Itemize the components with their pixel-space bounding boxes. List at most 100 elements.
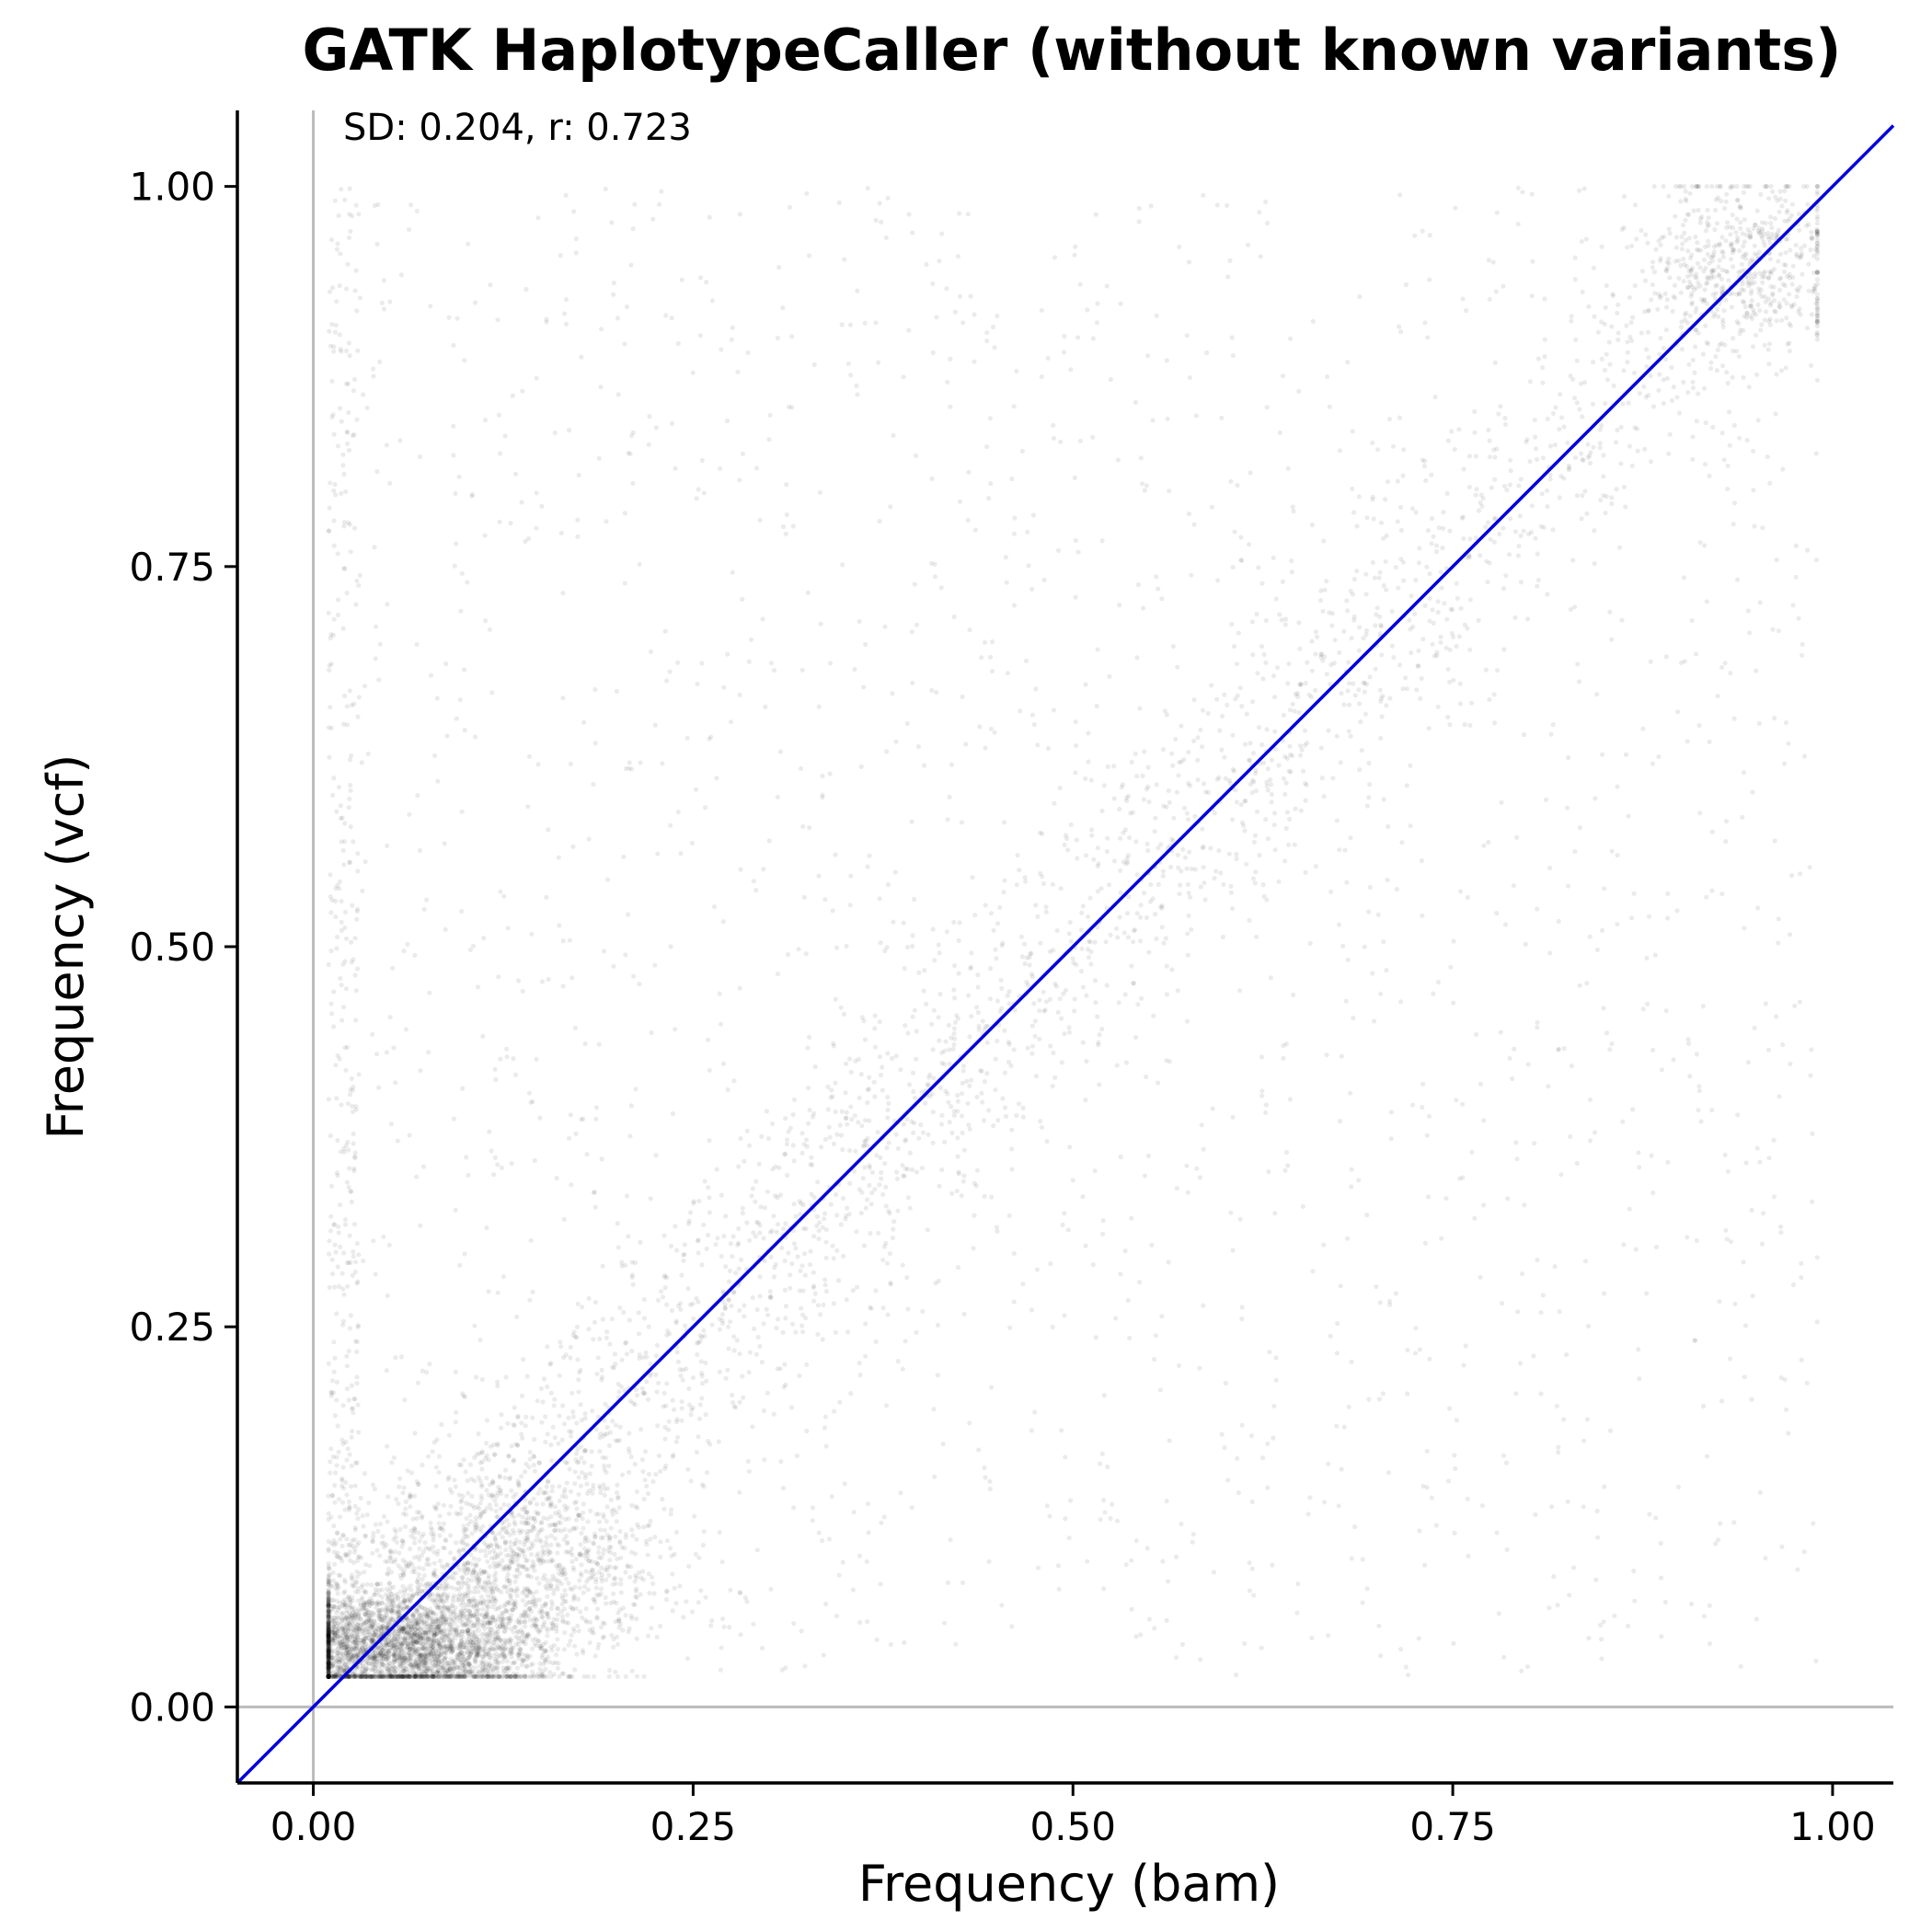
data-point [351, 1673, 358, 1679]
data-point [1666, 256, 1672, 261]
data-point [581, 1590, 586, 1595]
data-point [543, 1583, 548, 1589]
data-point [601, 1512, 606, 1517]
data-point [388, 1591, 394, 1596]
data-point [548, 1606, 554, 1612]
data-point [326, 1600, 331, 1605]
data-point [413, 1647, 419, 1652]
data-point [690, 1609, 696, 1615]
data-point [1177, 891, 1182, 897]
data-point [884, 1145, 890, 1151]
data-point [396, 1501, 401, 1507]
data-point [1604, 377, 1611, 383]
data-point [326, 1625, 331, 1630]
data-point [1391, 655, 1397, 661]
data-point [457, 1628, 463, 1635]
data-point [1793, 242, 1799, 248]
data-point [456, 1652, 462, 1658]
data-point [326, 1673, 331, 1679]
data-point [389, 1617, 396, 1623]
data-point [326, 1635, 331, 1640]
data-point [776, 1317, 781, 1322]
data-point [551, 1591, 557, 1596]
data-point [326, 1652, 331, 1658]
data-point [463, 1657, 468, 1662]
data-point [500, 1535, 505, 1540]
data-point [1075, 856, 1080, 861]
data-point [431, 1651, 437, 1657]
data-point [611, 1644, 616, 1650]
data-point [417, 1631, 422, 1637]
data-point [420, 1672, 425, 1677]
data-point [1797, 284, 1803, 290]
data-point [326, 1590, 331, 1595]
data-point [424, 1646, 430, 1651]
data-point [464, 1614, 469, 1620]
data-point [364, 1581, 370, 1587]
data-point [326, 1673, 331, 1679]
data-point [377, 1662, 383, 1667]
data-point [384, 1586, 389, 1593]
data-point [411, 1631, 417, 1637]
data-point [351, 1633, 356, 1639]
data-point [326, 1673, 331, 1679]
data-point [343, 1659, 349, 1664]
data-point [342, 1628, 348, 1634]
data-point [911, 1088, 916, 1095]
data-point [329, 1648, 335, 1653]
data-point [475, 1607, 480, 1614]
data-point [360, 1640, 365, 1646]
data-point [522, 1673, 528, 1679]
data-point [555, 1605, 560, 1611]
data-point [366, 1656, 372, 1662]
data-point [410, 1640, 416, 1646]
data-point [516, 1653, 523, 1659]
data-point [386, 1673, 392, 1679]
data-point [408, 1662, 413, 1667]
data-point [583, 1606, 589, 1612]
data-point [329, 1673, 335, 1679]
data-point [356, 1626, 362, 1631]
data-point [493, 1637, 500, 1642]
data-point [623, 1570, 628, 1575]
data-point [578, 1483, 584, 1489]
data-point [326, 1662, 331, 1667]
data-point [394, 1609, 399, 1615]
data-point [415, 1632, 420, 1638]
data-point [1673, 235, 1679, 240]
data-point [442, 1656, 447, 1662]
data-point [853, 1148, 858, 1154]
data-point [1737, 435, 1742, 441]
data-point [521, 1639, 526, 1644]
data-point [330, 1662, 336, 1669]
data-point [326, 1632, 331, 1638]
data-point [1452, 446, 1457, 453]
data-point [459, 1653, 465, 1659]
data-point [341, 1634, 347, 1639]
data-point [523, 1469, 528, 1475]
data-point [1794, 293, 1800, 300]
data-point [414, 1632, 420, 1638]
data-point [845, 1329, 851, 1335]
data-point [697, 1402, 703, 1408]
data-point [1762, 269, 1768, 274]
data-point [633, 1572, 638, 1578]
data-point [326, 1639, 331, 1644]
data-point [840, 1253, 846, 1259]
data-point [1753, 332, 1759, 338]
data-point [494, 1651, 500, 1657]
data-point [442, 1605, 447, 1611]
data-point [326, 1650, 331, 1655]
data-point [1572, 277, 1578, 282]
data-point [435, 1653, 441, 1660]
data-point [443, 1585, 449, 1592]
data-point [523, 1619, 528, 1625]
data-point [590, 1626, 595, 1631]
data-point [368, 1639, 374, 1644]
data-point [834, 1213, 840, 1218]
data-point [429, 1666, 434, 1672]
data-point [573, 1605, 580, 1611]
data-point [561, 1606, 568, 1612]
data-point [489, 1627, 495, 1632]
data-point [359, 1673, 364, 1679]
